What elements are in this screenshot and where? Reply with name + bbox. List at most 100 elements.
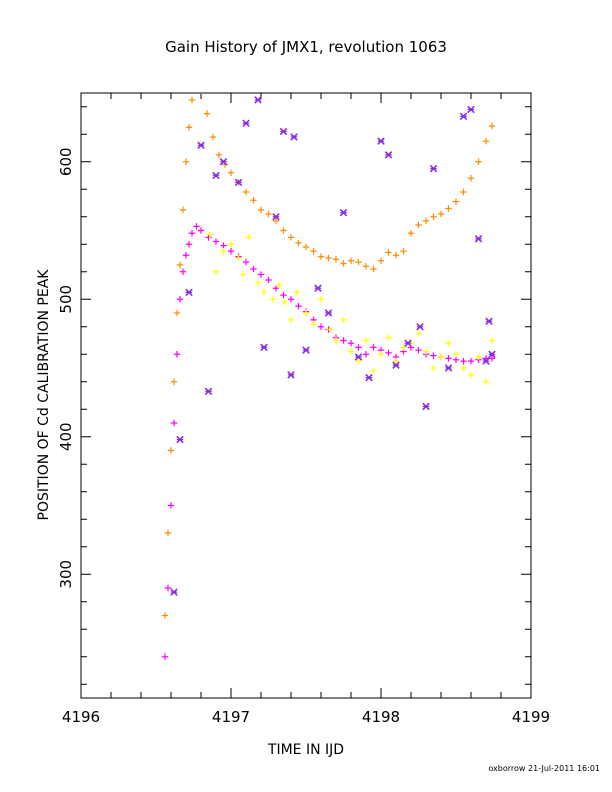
data-point bbox=[340, 260, 347, 267]
data-point bbox=[475, 158, 482, 165]
data-point bbox=[355, 344, 362, 351]
data-point bbox=[167, 502, 175, 509]
data-point bbox=[242, 119, 250, 128]
data-point bbox=[302, 309, 310, 317]
data-point bbox=[295, 239, 302, 247]
data-point bbox=[459, 112, 468, 121]
data-point bbox=[164, 584, 172, 592]
data-point bbox=[467, 175, 475, 182]
data-point bbox=[452, 351, 460, 358]
data-point bbox=[310, 247, 317, 255]
data-point bbox=[182, 252, 190, 259]
data-point bbox=[176, 296, 184, 303]
data-point bbox=[429, 164, 438, 173]
data-point bbox=[488, 355, 496, 362]
data-point bbox=[176, 435, 184, 444]
data-point bbox=[290, 133, 298, 141]
data-point bbox=[287, 371, 295, 379]
y-axis-label: POSITION OF Cd CALIBRATION PEAK bbox=[36, 269, 52, 521]
data-point bbox=[220, 247, 227, 255]
data-point bbox=[182, 158, 190, 165]
data-point bbox=[245, 234, 253, 241]
data-point bbox=[227, 169, 235, 176]
data-point bbox=[385, 349, 392, 357]
data-point bbox=[332, 337, 340, 344]
plot-frame bbox=[80, 92, 532, 699]
data-point bbox=[254, 279, 262, 286]
data-point bbox=[460, 188, 467, 196]
x-axis-label: TIME IN IJD bbox=[267, 742, 344, 758]
data-point bbox=[445, 355, 452, 362]
data-point bbox=[430, 213, 437, 220]
data-point bbox=[287, 296, 295, 303]
data-point bbox=[385, 249, 392, 256]
data-point bbox=[385, 334, 392, 341]
data-point bbox=[280, 227, 287, 234]
data-point bbox=[167, 447, 175, 454]
data-point bbox=[355, 258, 362, 266]
data-point bbox=[324, 309, 333, 317]
data-point bbox=[347, 340, 355, 347]
data-point bbox=[365, 373, 373, 382]
data-point bbox=[170, 378, 178, 385]
data-point bbox=[293, 289, 301, 296]
data-point bbox=[488, 337, 496, 344]
data-point bbox=[250, 265, 257, 273]
x-tick-label: 4196 bbox=[62, 708, 100, 726]
data-point bbox=[185, 124, 193, 131]
data-point bbox=[452, 356, 460, 363]
data-point bbox=[173, 309, 181, 317]
data-point bbox=[227, 241, 235, 248]
data-point bbox=[254, 96, 262, 104]
data-point bbox=[392, 252, 400, 259]
data-point bbox=[287, 316, 295, 324]
data-point bbox=[482, 357, 490, 365]
y-tick-label: 500 bbox=[57, 285, 75, 314]
data-point bbox=[242, 258, 250, 266]
data-point bbox=[422, 402, 430, 411]
y-tick-label: 300 bbox=[57, 560, 75, 589]
data-point bbox=[235, 254, 242, 262]
data-point bbox=[239, 271, 247, 278]
data-point bbox=[444, 364, 453, 372]
data-point bbox=[370, 344, 377, 351]
data-point bbox=[295, 302, 302, 310]
data-point bbox=[269, 296, 277, 303]
data-point bbox=[206, 231, 214, 238]
data-point bbox=[482, 378, 490, 385]
data-point bbox=[176, 261, 184, 269]
data-point bbox=[179, 268, 187, 275]
data-point bbox=[205, 234, 212, 241]
data-point bbox=[193, 223, 200, 230]
data-point bbox=[467, 357, 475, 365]
y-tick-label: 400 bbox=[57, 422, 75, 451]
x-tick-label: 4198 bbox=[362, 708, 400, 726]
data-point bbox=[430, 352, 437, 359]
data-point bbox=[272, 285, 280, 292]
data-point bbox=[257, 206, 265, 214]
data-point bbox=[362, 263, 370, 270]
data-point bbox=[203, 110, 211, 117]
y-tick-label: 600 bbox=[57, 147, 75, 176]
data-point bbox=[377, 257, 385, 264]
data-point bbox=[430, 364, 437, 372]
data-point bbox=[257, 271, 265, 278]
data-point bbox=[482, 137, 490, 145]
data-point bbox=[317, 323, 325, 330]
data-point bbox=[415, 221, 422, 229]
data-point bbox=[437, 353, 445, 361]
data-point bbox=[220, 242, 227, 249]
data-point bbox=[326, 326, 334, 333]
data-point bbox=[161, 653, 169, 660]
data-point bbox=[260, 343, 268, 352]
data-point bbox=[407, 230, 415, 237]
data-point bbox=[197, 227, 205, 234]
data-point bbox=[227, 247, 235, 255]
data-point bbox=[392, 357, 400, 365]
x-tick-label: 4199 bbox=[512, 708, 550, 726]
data-point bbox=[354, 353, 363, 361]
data-point bbox=[310, 320, 317, 328]
data-point bbox=[302, 243, 310, 251]
data-point bbox=[404, 339, 412, 348]
